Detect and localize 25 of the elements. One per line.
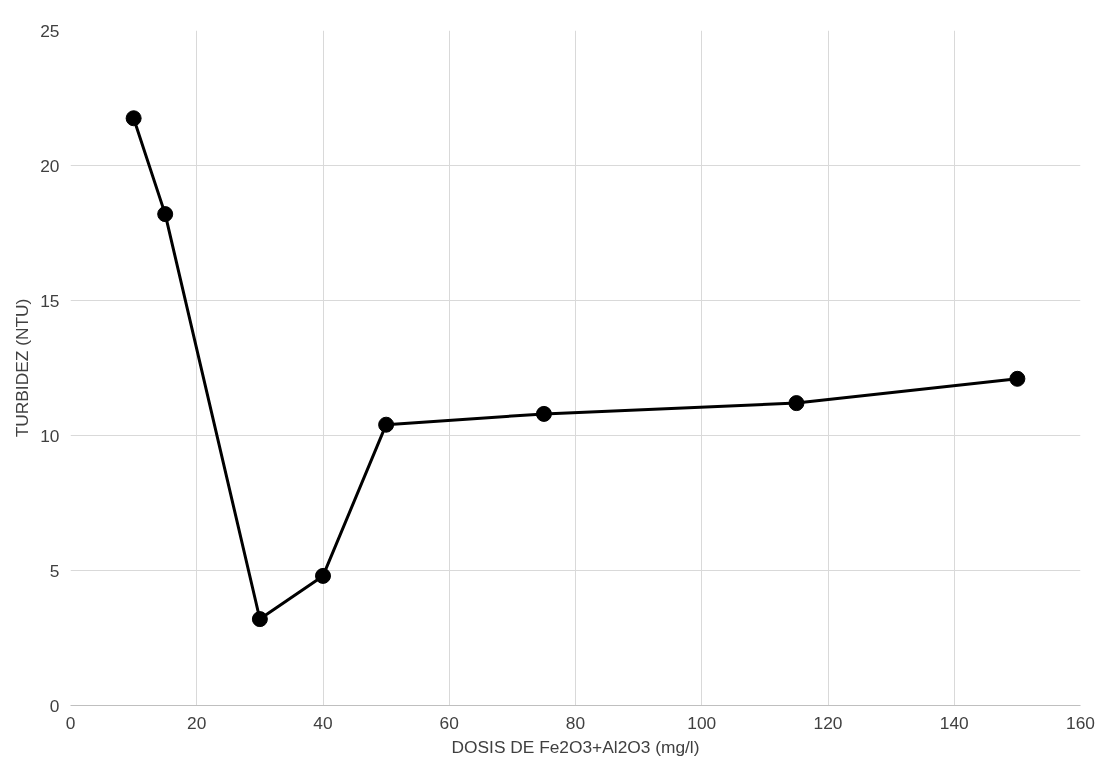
x-tick-label: 40 (313, 712, 333, 733)
y-tick-label: 0 (49, 695, 60, 716)
point (1009, 370, 1026, 387)
y-tick-label: 5 (49, 560, 60, 581)
point (535, 405, 552, 422)
y-tick-label: 25 (40, 20, 60, 41)
point (125, 110, 142, 127)
y-tick-label: 15 (40, 290, 60, 311)
x-tick-label: 20 (187, 712, 207, 733)
x-tick-label: 60 (439, 712, 459, 733)
x-tick-label: 140 (939, 712, 969, 733)
point (788, 395, 805, 412)
point (157, 206, 174, 223)
x-tick-label: 80 (565, 712, 586, 733)
point (251, 611, 268, 628)
x-tick-label: 0 (65, 712, 76, 733)
point (315, 567, 331, 584)
y-tick-label: 20 (40, 155, 60, 176)
y-tick-label: 10 (40, 425, 60, 446)
y-axis-title: TURBIDEZ (NTU) (12, 298, 33, 438)
point (378, 416, 395, 433)
x-tick-label: 100 (687, 712, 717, 733)
x-tick-label: 120 (813, 712, 843, 733)
x-axis-title: DOSIS DE Fe2O3+Al2O3 (mg/l) (451, 736, 700, 757)
x-tick-label: 160 (1066, 712, 1095, 733)
